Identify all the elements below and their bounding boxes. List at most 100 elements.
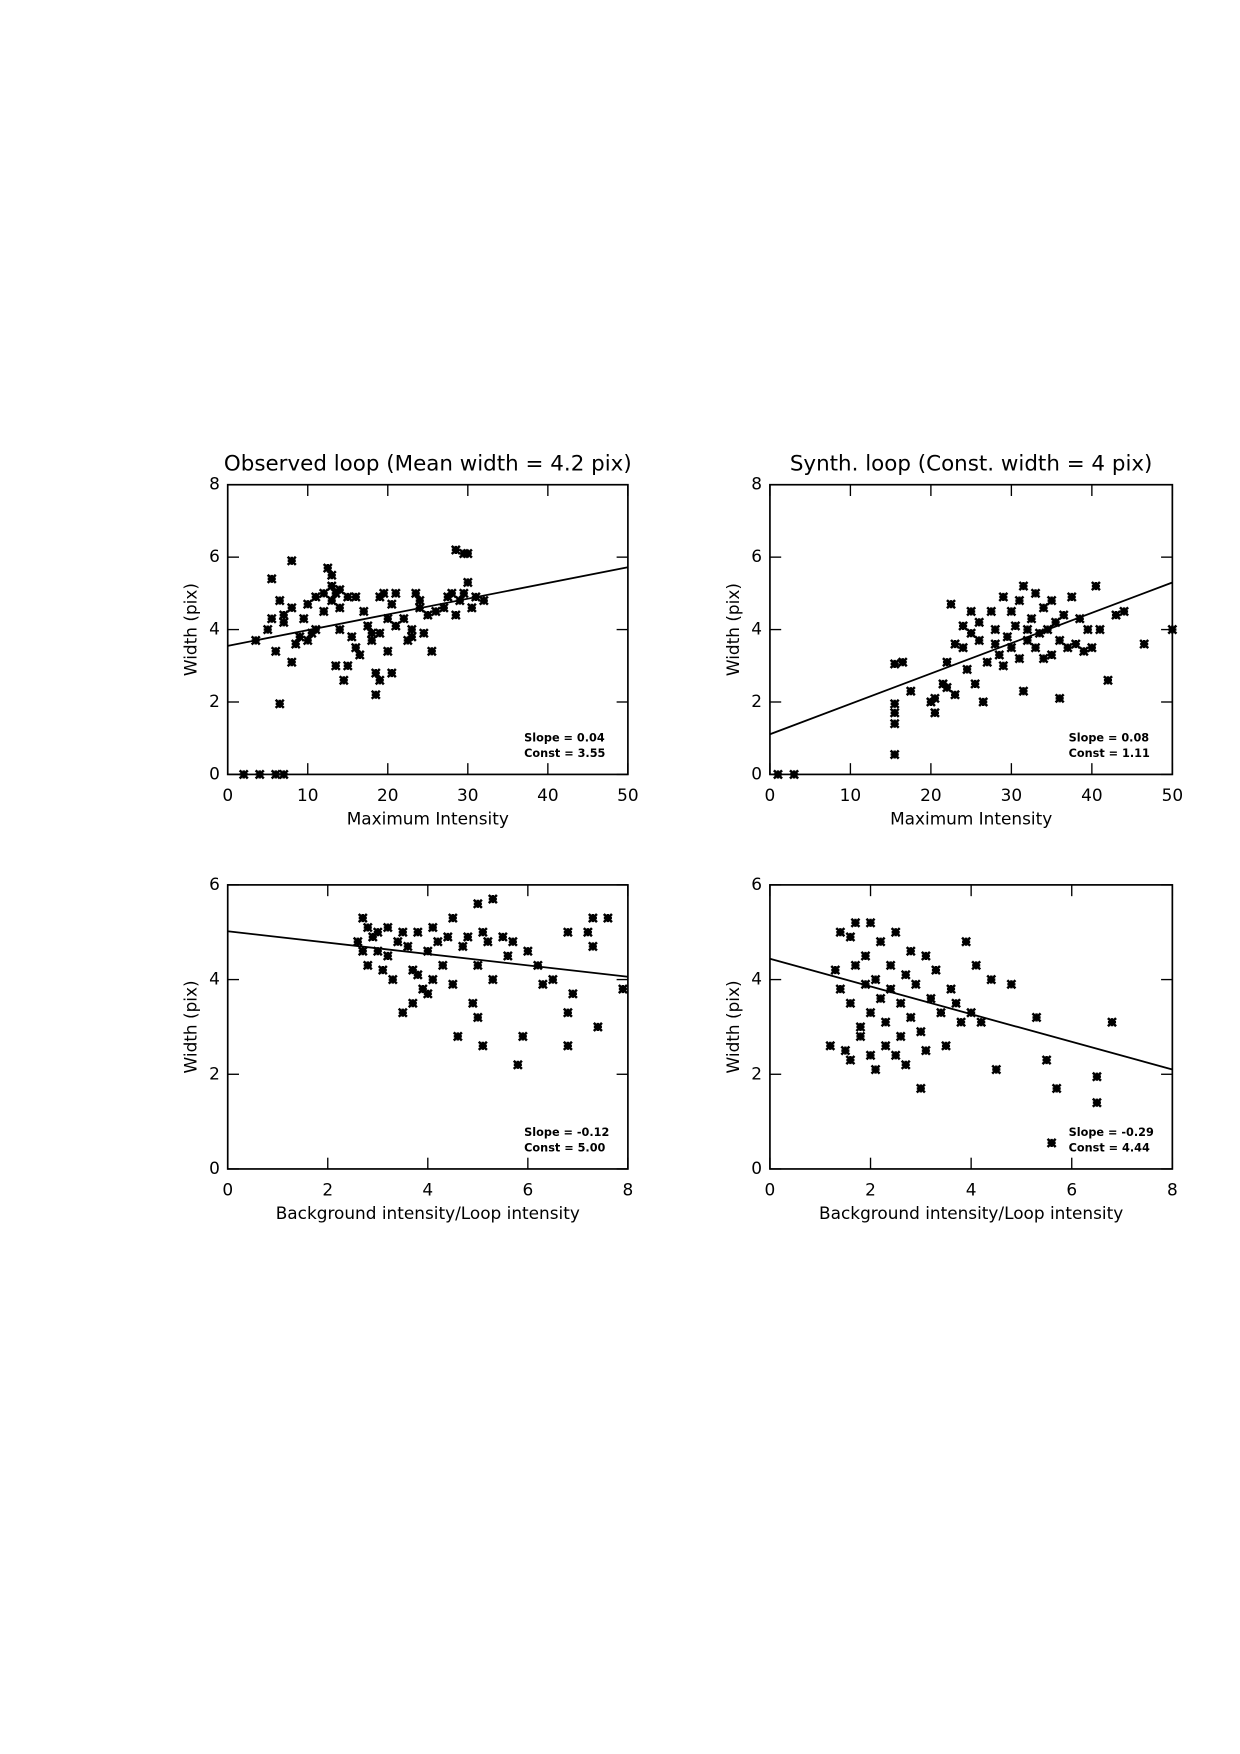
data-point (942, 682, 952, 693)
data-point (789, 769, 800, 780)
data-point (1062, 642, 1073, 653)
data-point (990, 639, 1001, 649)
data-point (1050, 617, 1061, 628)
panel: 0 10 20 30 40 50 0 2 4 6 8 Synth. loop (Const. widt… (723, 451, 1183, 828)
y-tick-label: 2 (209, 1063, 220, 1083)
x-axis-label: Maximum Intensity (347, 809, 509, 829)
data-point (974, 617, 985, 628)
x-tick-label: 2 (865, 1179, 876, 1199)
data-point (1103, 675, 1113, 686)
data-point (1006, 642, 1017, 653)
data-point (946, 599, 956, 610)
data-point (478, 595, 489, 606)
data-point (773, 769, 783, 780)
y-tick-label: 6 (209, 546, 220, 566)
data-point (286, 602, 297, 613)
data-point (487, 974, 498, 985)
x-tick-label: 4 (966, 1179, 977, 1199)
y-axis-label: Width (pix) (181, 583, 201, 676)
data-point (889, 659, 900, 669)
data-point (410, 588, 421, 599)
data-point (971, 960, 982, 971)
y-tick-label: 4 (751, 619, 762, 639)
data-point (1107, 1017, 1117, 1028)
data-point (278, 610, 289, 621)
data-point (326, 595, 337, 606)
data-point (950, 689, 960, 700)
data-point (462, 932, 473, 942)
data-point (840, 1045, 851, 1056)
data-point (517, 1031, 528, 1042)
panel: 0 2 4 6 8 0 2 4 6 Background intensity/Loop inten… (181, 874, 634, 1223)
fit-annotation: Const = 1.11 (1069, 747, 1150, 760)
x-tick-label: 50 (617, 785, 639, 805)
data-point (462, 548, 473, 559)
data-point (830, 965, 841, 976)
y-tick-label: 6 (751, 546, 762, 566)
y-axis-label: Width (pix) (181, 980, 201, 1073)
x-axis-label: Background intensity/Loop intensity (276, 1203, 580, 1223)
y-tick-label: 4 (209, 969, 220, 989)
data-point (1031, 1012, 1042, 1023)
data-point (406, 624, 417, 635)
data-point (302, 635, 313, 646)
data-point (357, 946, 368, 957)
data-point (961, 936, 972, 947)
data-point (1046, 595, 1057, 606)
data-point (350, 642, 361, 653)
data-point (1054, 693, 1065, 704)
data-point (966, 606, 977, 617)
data-point (966, 1007, 977, 1018)
data-point (290, 639, 301, 649)
data-point (362, 960, 373, 971)
y-tick-label: 4 (751, 969, 762, 989)
data-point (855, 1031, 866, 1042)
x-tick-label: 40 (1081, 785, 1103, 805)
data-point (895, 998, 906, 1009)
data-point (929, 707, 940, 718)
x-tick-label: 6 (522, 1179, 533, 1199)
data-point (900, 969, 911, 980)
data-point (274, 595, 285, 606)
data-point (366, 628, 377, 639)
x-axis-label: Maximum Intensity (890, 809, 1052, 829)
data-point (467, 998, 478, 1009)
data-point (310, 592, 321, 602)
data-point (865, 1050, 876, 1061)
x-tick-label: 40 (537, 785, 559, 805)
data-point (850, 917, 861, 928)
data-point (1038, 602, 1049, 613)
data-point (1070, 639, 1081, 649)
data-point (865, 917, 876, 928)
data-point (266, 573, 277, 584)
data-point (925, 993, 936, 1004)
data-point (274, 698, 285, 709)
data-point (387, 974, 398, 985)
data-point (845, 932, 856, 942)
data-point (367, 932, 378, 942)
data-point (532, 960, 543, 971)
y-tick-label: 6 (751, 874, 762, 894)
data-point (1022, 635, 1033, 646)
data-point (352, 936, 363, 947)
data-point (855, 1021, 866, 1032)
data-point (870, 974, 881, 985)
data-point (1006, 979, 1017, 990)
data-point (318, 588, 329, 599)
y-tick-label: 8 (751, 474, 762, 494)
data-point (437, 960, 448, 971)
data-point (262, 624, 273, 635)
data-point (482, 936, 493, 947)
data-point (962, 664, 973, 675)
data-point (942, 657, 952, 668)
data-point (825, 1040, 836, 1051)
data-point (398, 613, 409, 624)
data-point (547, 974, 558, 985)
data-point (254, 769, 265, 780)
data-point (1030, 642, 1041, 653)
data-point (900, 1059, 911, 1070)
data-point (845, 1055, 856, 1066)
data-point (885, 960, 896, 971)
data-point (998, 592, 1009, 602)
data-point (370, 689, 381, 700)
